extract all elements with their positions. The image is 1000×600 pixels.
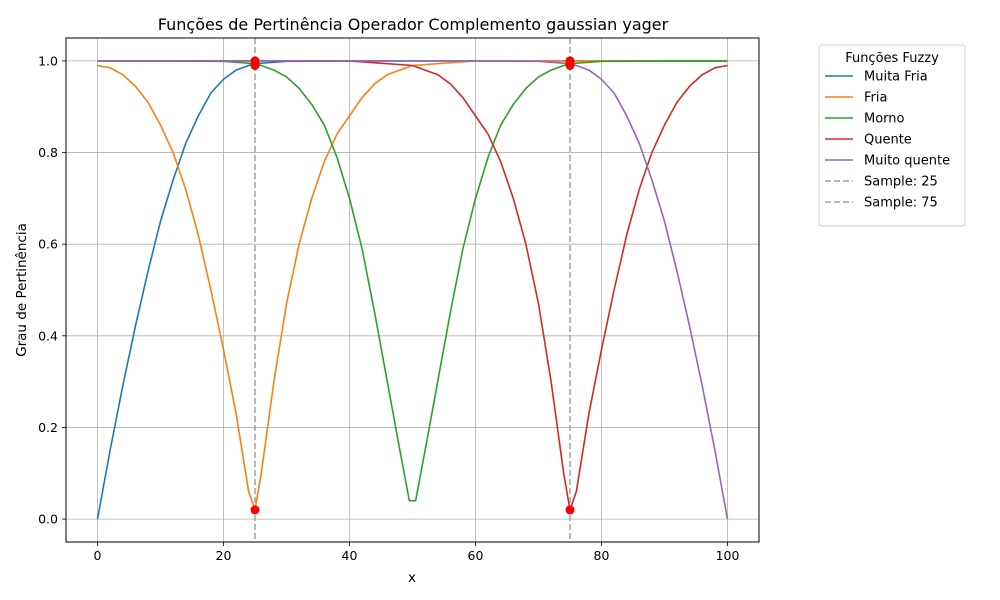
- legend-entry-label: Morno: [864, 112, 905, 127]
- sample-marker: [565, 56, 575, 66]
- sample-marker: [250, 505, 260, 515]
- y-axis-ticks: 0.0 0.2 0.4 0.6 0.8 1.0: [38, 53, 66, 527]
- series-line-fria: [97, 60, 728, 511]
- y-tick-label: 0.6: [38, 237, 58, 252]
- x-tick-label: 80: [594, 548, 610, 563]
- grid: [66, 38, 759, 542]
- sample-marker: [250, 56, 260, 66]
- series-line-morno: [97, 60, 728, 502]
- legend-entry-label: Fria: [864, 91, 887, 106]
- sample-marker: [565, 505, 575, 515]
- y-tick-label: 0.8: [38, 145, 58, 160]
- legend-box: [818, 44, 966, 227]
- legend-entry-label: Muita Fria: [864, 70, 928, 85]
- x-axis-label: x: [408, 570, 416, 586]
- legend: Funções Fuzzy Muita Fria Fria Morno Quente Mu…: [818, 44, 966, 227]
- legend-entry-label: Sample: 75: [864, 196, 938, 211]
- x-tick-label: 20: [216, 548, 232, 563]
- x-tick-label: 40: [342, 548, 358, 563]
- legend-title: Funções Fuzzy: [845, 51, 939, 66]
- legend-entry-label: Sample: 25: [864, 175, 938, 190]
- y-tick-label: 0.2: [38, 420, 58, 435]
- x-tick-label: 0: [94, 548, 102, 563]
- legend-entry-label: Muito quente: [864, 154, 950, 169]
- y-tick-label: 1.0: [38, 53, 58, 68]
- x-axis-ticks: 0 20 40 60 80 100: [94, 542, 740, 563]
- sample-markers: [250, 56, 575, 515]
- y-tick-label: 0.4: [38, 328, 58, 343]
- series-lines: [96, 60, 729, 520]
- plot-frame: [65, 37, 760, 543]
- series-line-quente: [97, 60, 728, 511]
- legend-entry-label: Quente: [864, 133, 912, 148]
- chart-title: Funções de Pertinência Operador Compleme…: [158, 15, 669, 34]
- x-tick-label: 100: [716, 548, 740, 563]
- sample-lines: [254, 38, 571, 542]
- x-tick-label: 60: [468, 548, 484, 563]
- y-axis-label: Grau de Pertinência: [14, 223, 30, 357]
- y-tick-label: 0.0: [38, 512, 58, 527]
- series-line-muito-quente: [97, 60, 729, 520]
